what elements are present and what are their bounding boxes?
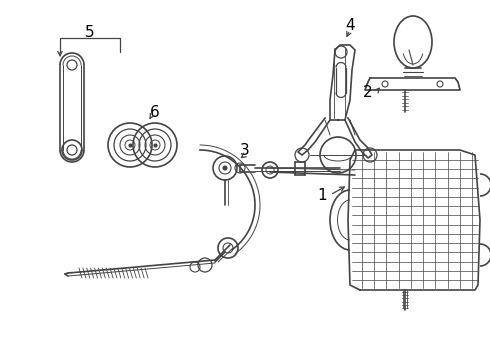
Text: 5: 5 [85, 24, 95, 40]
Text: 6: 6 [150, 104, 160, 120]
Text: 4: 4 [345, 18, 355, 32]
Text: 2: 2 [363, 85, 373, 99]
Text: 3: 3 [240, 143, 250, 158]
Text: 1: 1 [317, 188, 327, 202]
Circle shape [223, 166, 227, 170]
